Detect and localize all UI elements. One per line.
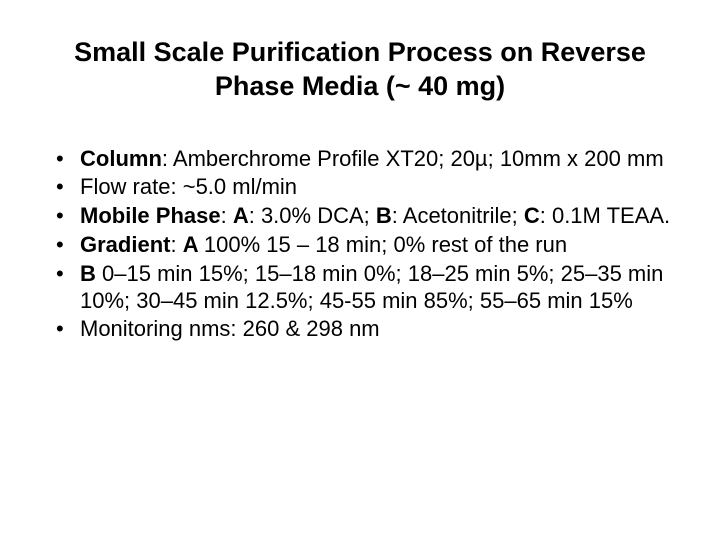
bullet-text-run: : 3.0% DCA; (249, 203, 376, 228)
bullet-text: ~5.0 ml/min (183, 174, 297, 199)
bullet-text-run: 100% 15 – 18 min; 0% rest of the run (204, 232, 567, 257)
bullet-label-suffix: : (170, 232, 182, 257)
bullet-item: Flow rate: ~5.0 ml/min (52, 174, 672, 201)
bullet-text: Amberchrome Profile XT20; 20µ; 10mm x 20… (173, 146, 664, 171)
bullet-item: Mobile Phase: A: 3.0% DCA; B: Acetonitri… (52, 203, 672, 230)
bullet-label: Flow rate (80, 174, 170, 199)
bullet-text: 260 & 298 nm (243, 316, 380, 341)
bullet-label-suffix: : (221, 203, 233, 228)
bullet-text: 0–15 min 15%; 15–18 min 0%; 18–25 min 5%… (80, 261, 663, 313)
bullet-label: Monitoring nms: (80, 316, 237, 341)
bullet-label: Mobile Phase (80, 203, 221, 228)
bullet-text-run: : Acetonitrile; (392, 203, 524, 228)
bullet-item: Column: Amberchrome Profile XT20; 20µ; 1… (52, 146, 672, 173)
slide: Small Scale Purification Process on Reve… (0, 0, 720, 540)
bullet-text-run: : 0.1M TEAA. (540, 203, 670, 228)
bullet-text-run: C (524, 203, 540, 228)
bullet-label: Column (80, 146, 162, 171)
slide-title: Small Scale Purification Process on Reve… (68, 36, 652, 104)
bullet-text-run: A (233, 203, 249, 228)
bullet-text-run: B (376, 203, 392, 228)
bullet-list: Column: Amberchrome Profile XT20; 20µ; 1… (48, 146, 672, 344)
bullet-text-run: A (183, 232, 204, 257)
bullet-label: B (80, 261, 96, 286)
bullet-item: Monitoring nms: 260 & 298 nm (52, 316, 672, 343)
bullet-item: B 0–15 min 15%; 15–18 min 0%; 18–25 min … (52, 261, 672, 315)
bullet-item: Gradient: A 100% 15 – 18 min; 0% rest of… (52, 232, 672, 259)
bullet-label: Gradient (80, 232, 170, 257)
bullet-label-suffix: : (170, 174, 182, 199)
bullet-label-suffix: : (162, 146, 173, 171)
